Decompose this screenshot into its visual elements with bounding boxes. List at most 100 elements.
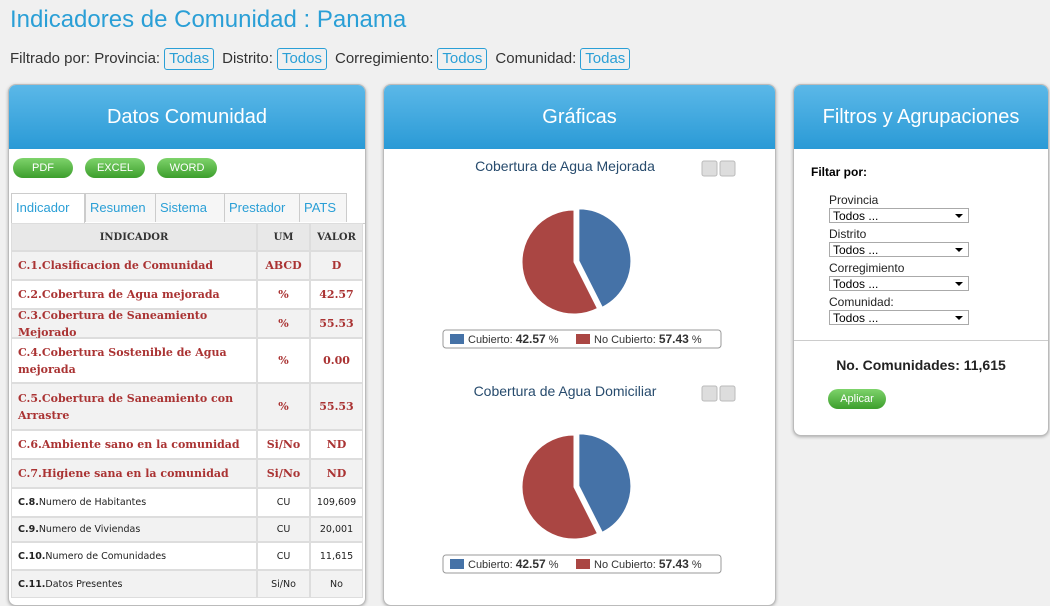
indicator-text: C.4.Cobertura Sostenible de Agua mejorad… xyxy=(18,344,250,378)
table-cell: 42.57 xyxy=(310,280,363,309)
indicator-name: Cobertura de Saneamiento Mejorado xyxy=(18,308,208,339)
filter-line: Filtrado por: Provincia: Todas Distrito: To… xyxy=(10,48,638,70)
tab[interactable]: Indicador xyxy=(11,193,85,224)
indicator-code: C.11. xyxy=(18,578,46,590)
table-cell: D xyxy=(310,251,363,280)
chart-tool xyxy=(701,385,718,402)
tabs: Indicador Resumen Sistema Prestador PATS xyxy=(11,193,365,224)
legend-name: Cubierto: xyxy=(468,559,513,571)
indicator-text: C.9.Numero de Viviendas xyxy=(18,521,140,538)
legend-name: No Cubierto: xyxy=(594,559,656,571)
indicator-cell: C.8.Numero de Habitantes xyxy=(11,488,257,517)
legend-swatch xyxy=(576,334,590,344)
legend-entry: Cubierto: 42.57 % xyxy=(468,332,559,346)
legend-name: No Cubierto: xyxy=(594,334,656,346)
legend-swatch xyxy=(450,334,464,344)
indicator-cell: C.3.Cobertura de Saneamiento Mejorado xyxy=(11,307,257,341)
filter-value[interactable]: Todas xyxy=(580,48,631,70)
indicator-text: C.7.Higiene sana en la comunidad xyxy=(18,465,229,482)
indicator-text: C.3.Cobertura de Saneamiento Mejorado xyxy=(18,307,250,341)
indicator-code: C.9. xyxy=(18,524,39,535)
legend-value: 42.57 xyxy=(516,557,546,571)
indicator-code: C.2. xyxy=(18,288,42,301)
legend-unit: % xyxy=(549,559,559,571)
panel-header: Datos Comunidad xyxy=(9,85,365,149)
filter-label: Filtrado por: xyxy=(10,50,91,67)
chart-tool xyxy=(719,385,736,402)
table-cell: CU xyxy=(257,488,310,517)
indicator-cell: C.5.Cobertura de Saneamiento con Arrastr… xyxy=(11,383,257,430)
panel-header: Gráficas xyxy=(384,85,775,149)
indicator-code: C.5. xyxy=(18,391,42,405)
filter-value[interactable]: Todos xyxy=(437,48,488,70)
pie-slice xyxy=(578,208,632,308)
indicator-text: C.8.Numero de Habitantes xyxy=(18,494,146,511)
filter-label: Filtar por: xyxy=(811,165,867,179)
filter-value[interactable]: Todas xyxy=(164,48,215,70)
chart-title: Cobertura de Agua Domiciliar xyxy=(474,383,657,399)
apply-button[interactable]: Aplicar xyxy=(828,389,886,409)
field-select[interactable]: Todos ... xyxy=(829,208,969,223)
table-cell: 109,609 xyxy=(310,488,363,517)
filter-name: Comunidad: xyxy=(495,50,577,67)
indicator-cell: C.9.Numero de Viviendas xyxy=(11,517,257,542)
legend-value: 57.43 xyxy=(659,332,689,346)
table-cell: 55.53 xyxy=(310,309,363,338)
export-button[interactable]: PDF xyxy=(13,158,73,178)
legend-value: 42.57 xyxy=(516,332,546,346)
indicator-name: Cobertura de Agua mejorada xyxy=(41,288,220,301)
filter-fields: Provincia Todos ... Distrito Todos ... Corre… xyxy=(794,193,1048,333)
export-button[interactable]: WORD xyxy=(157,158,217,178)
tab[interactable]: Resumen xyxy=(85,193,157,222)
tab[interactable]: Prestador xyxy=(224,193,301,222)
export-buttons: PDF EXCEL WORD xyxy=(9,158,365,182)
indicator-cell: C.4.Cobertura Sostenible de Agua mejorad… xyxy=(11,338,257,383)
field-select[interactable]: Todos ... xyxy=(829,276,969,291)
column-header: VALOR xyxy=(310,223,363,251)
field-select[interactable]: Todos ... xyxy=(829,310,969,325)
indicator-cell: C.6.Ambiente sano en la comunidad xyxy=(11,430,257,459)
indicator-code: C.1. xyxy=(18,259,42,272)
table-cell: % xyxy=(257,309,310,338)
indicator-code: C.8. xyxy=(18,497,39,508)
column-header: INDICADOR xyxy=(11,223,257,251)
legend-entry: No Cubierto: 57.43 % xyxy=(594,332,702,346)
indicator-name: Numero de Viviendas xyxy=(38,524,141,535)
field-select[interactable]: Todos ... xyxy=(829,242,969,257)
panel-header: Filtros y Agrupaciones xyxy=(794,85,1048,149)
indicator-code: C.10. xyxy=(18,550,46,562)
field-label: Distrito xyxy=(829,227,867,241)
legend-unit: % xyxy=(549,334,559,346)
filter-name: Distrito: xyxy=(222,50,273,67)
field-label: Corregimiento xyxy=(829,261,905,275)
table-cell: 11,615 xyxy=(310,542,363,570)
indicator-name: Datos Presentes xyxy=(45,578,123,590)
indicator-code: C.4. xyxy=(18,345,42,359)
indicator-cell: C.7.Higiene sana en la comunidad xyxy=(11,459,257,488)
tab[interactable]: Sistema xyxy=(155,193,226,222)
pie-slice xyxy=(521,434,599,540)
pie-slice xyxy=(521,209,599,315)
indicator-name: Numero de Comunidades xyxy=(45,550,167,562)
table-cell: 55.53 xyxy=(310,383,363,430)
chart-tool xyxy=(719,160,736,177)
pie-slice xyxy=(578,433,632,533)
legend-unit: % xyxy=(692,559,702,571)
indicator-table: INDICADOR UM VALOR C.1.Clasificacion de Com… xyxy=(11,223,363,603)
export-button[interactable]: EXCEL xyxy=(85,158,145,178)
table-cell: ABCD xyxy=(257,251,310,280)
indicator-text: C.1.Clasificacion de Comunidad xyxy=(18,257,213,274)
table-cell: Si/No xyxy=(257,430,310,459)
indicator-code: C.3. xyxy=(18,308,42,322)
filtros-panel: Filtros y Agrupaciones Filtar por: Provi… xyxy=(793,84,1049,436)
filter-value[interactable]: Todos xyxy=(276,48,327,70)
table-cell: ND xyxy=(310,430,363,459)
tab[interactable]: PATS xyxy=(299,193,347,222)
legend-entry: Cubierto: 42.57 % xyxy=(468,557,559,571)
indicator-text: C.2.Cobertura de Agua mejorada xyxy=(18,286,220,303)
datos-panel: Datos Comunidad PDF EXCEL WORD Indicador Re… xyxy=(8,84,366,606)
indicator-cell: C.2.Cobertura de Agua mejorada xyxy=(11,280,257,309)
indicator-name: Ambiente sano en la comunidad xyxy=(41,438,240,451)
indicator-name: Cobertura de Saneamiento con Arrastre xyxy=(18,391,234,422)
